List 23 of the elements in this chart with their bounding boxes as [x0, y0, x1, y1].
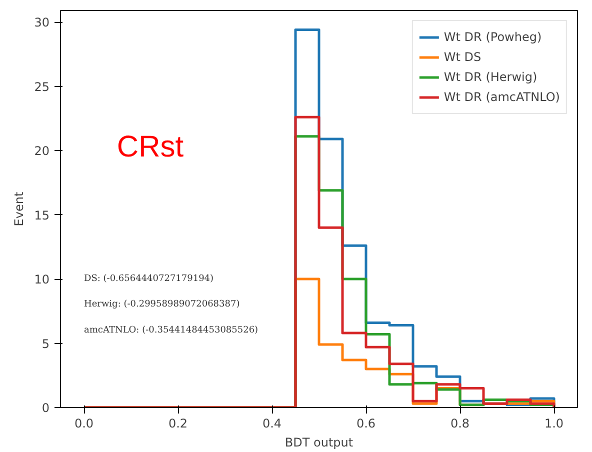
legend-label: Wt DR (Powheg) [444, 30, 542, 44]
y-tick-label: 25 [34, 80, 50, 94]
annotation: DS: (-0.6564440727179194) [84, 274, 214, 284]
x-tick-label: 0.4 [262, 416, 282, 430]
x-tick-label: 1.0 [544, 416, 564, 430]
annotation: CRst [116, 130, 184, 164]
y-tick-label: 0 [42, 401, 50, 415]
y-tick-label: 15 [34, 208, 50, 222]
y-axis-title: Event [12, 192, 26, 226]
legend-label: Wt DR (amcATNLO) [444, 90, 560, 104]
annotation: Herwig: (-0.29958989072068387) [84, 300, 240, 310]
x-tick-label: 0.8 [450, 416, 470, 430]
x-tick-label: 0.2 [168, 416, 188, 430]
x-axis-title: BDT output [284, 436, 354, 450]
x-tick-label: 0.6 [356, 416, 376, 430]
x-tick-label: 0.0 [74, 416, 94, 430]
legend-label: Wt DR (Herwig) [444, 70, 538, 84]
y-tick-label: 10 [34, 272, 50, 287]
y-tick-label: 30 [34, 16, 50, 30]
y-tick-label: 5 [42, 336, 50, 351]
annotation: amcATNLO: (-0.35441484453085526) [84, 325, 258, 336]
legend-label: Wt DS [444, 50, 482, 64]
y-tick-label: 20 [34, 144, 50, 158]
